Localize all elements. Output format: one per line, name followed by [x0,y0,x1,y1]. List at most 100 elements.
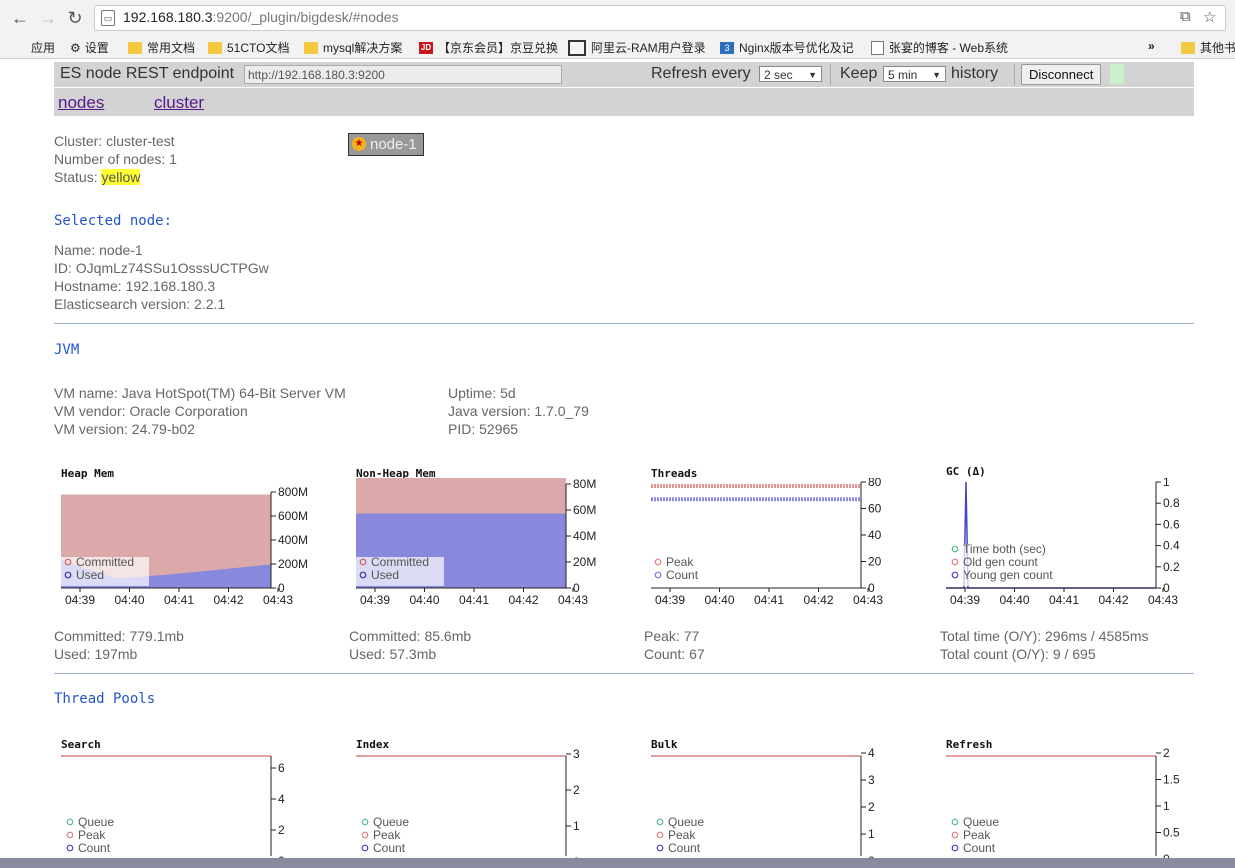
heap-used: Used: 197mb [54,646,138,662]
y-tick-label: 0.8 [1163,496,1180,510]
y-tick-label: 3 [868,773,875,787]
legend-marker [64,571,72,579]
y-tick-label: 2 [278,823,285,837]
legend-label: Queue [78,815,114,829]
star-icon[interactable]: ☆ [1203,9,1217,26]
y-tick-label: 0.2 [1163,560,1180,574]
cluster-node-count: Number of nodes: 1 [54,151,177,167]
selected-node-heading: Selected node: [54,213,173,229]
bookmarks-bar: 应用 ⚙ 设置 常用文档 51CTO文档 mysql解决方案 JD 【京东会员】京豆… [0,36,1235,59]
chevron-down-icon: ▼ [808,70,817,80]
folder-icon [208,41,222,54]
endpoint-label: ES node REST endpoint [60,65,235,82]
vm-name: VM name: Java HotSpot(TM) 64-Bit Server … [54,385,346,401]
back-icon[interactable]: ← [11,8,29,28]
legend-label: Peak [78,828,106,842]
pid: PID: 52965 [448,421,519,437]
y-tick-label: 0 [573,855,580,858]
folder-icon [1181,41,1195,54]
bookmark-settings[interactable]: ⚙ 设置 [70,40,109,56]
folder-icon [304,41,318,54]
y-tick-label: 1 [573,819,580,833]
y-tick-label: 60M [573,503,596,517]
legend-label: Count [668,841,701,855]
legend-label: Peak [666,555,694,569]
x-tick-label: 04:42 [508,593,538,607]
y-tick-label: 0.6 [1163,517,1180,531]
y-tick-label: 0 [278,854,285,858]
folder-icon [128,41,142,54]
keep-select[interactable]: 5 min ▼ [883,66,946,82]
legend-marker [654,571,662,579]
y-tick-label: 0 [278,581,285,595]
more-bookmarks-icon[interactable]: » [1148,39,1155,53]
x-tick-label: 04:41 [754,593,784,607]
nav-nodes-link[interactable]: nodes [58,93,105,112]
y-tick-label: 20 [868,555,882,569]
legend-label: Peak [668,828,696,842]
bookmark-apps[interactable]: 应用 [12,39,55,56]
disconnect-button[interactable]: Disconnect [1021,64,1102,85]
thread-pools-heading: Thread Pools [54,691,156,707]
legend-box [63,817,123,858]
x-tick-label: 04:42 [1098,593,1128,607]
bookmark-folder[interactable]: 常用文档 [128,39,195,56]
y-tick-label: 0 [868,854,875,858]
horizontal-scrollbar[interactable] [0,858,1235,868]
bookmark-blog[interactable]: 张宴的博客 - Web系统 [871,39,1008,56]
endpoint-input[interactable] [244,65,562,84]
gc-chart: 1 0.8 0.6 0.4 0.2 0 04:39 04:40 04:41 04:42 04:43 T… [946,478,1180,607]
y-tick-label: 0.4 [1163,539,1180,553]
x-tick-label: 04:42 [213,593,243,607]
legend-label: Count [78,841,111,855]
chart-title: Bulk [651,738,678,751]
bookmark-aliyun[interactable]: 阿里云-RAM用户登录 [568,39,706,56]
y-tick-label: 0 [1163,581,1170,595]
url-text: 192.168.180.3:9200/_plugin/bigdesk/#node… [123,9,399,25]
legend-label: Queue [668,815,704,829]
legend-marker [951,558,959,566]
refresh-select[interactable]: 2 sec ▼ [759,66,822,82]
chart-title: Index [356,738,390,751]
y-tick-label: 6 [278,761,285,775]
bookmark-jd[interactable]: JD 【京东会员】京豆兑换 [419,41,559,55]
y-tick-label: 1 [868,827,875,841]
legend-box [358,817,418,858]
x-tick-label: 04:43 [1148,593,1178,607]
y-tick-label: 1.5 [1163,773,1180,787]
x-tick-label: 04:40 [409,593,439,607]
separator [1014,64,1015,85]
y-tick-label: 4 [868,748,875,760]
x-tick-label: 04:40 [704,593,734,607]
node-name: Name: node-1 [54,242,143,258]
translate-icon[interactable]: ⧉ [1180,8,1191,25]
bookmark-folder[interactable]: mysql解决方案 [304,39,402,56]
nav-cluster-link[interactable]: cluster [154,93,205,112]
forward-icon[interactable]: → [39,8,57,28]
bookmark-folder[interactable]: 51CTO文档 [208,39,289,56]
node-button[interactable]: ★ node-1 [348,133,424,156]
legend-label: Young gen count [963,568,1053,582]
y-tick-label: 1 [1163,478,1170,489]
legend-label: Peak [373,828,401,842]
node-id: ID: OJqmLz74SSu1OsssUCTPGw [54,260,269,276]
legend-marker [656,831,664,839]
chevron-down-icon: ▼ [932,70,941,80]
legend-marker [66,831,74,839]
legend-label: Time both (sec) [963,542,1046,556]
legend-marker [359,571,367,579]
reload-icon[interactable]: ↻ [67,8,83,28]
legend-marker [66,844,74,852]
legend-label: Count [373,841,406,855]
bookmark-nginx[interactable]: 3 Nginx版本号优化及记 [720,39,856,56]
address-bar[interactable]: ▭ 192.168.180.3:9200/_plugin/bigdesk/#no… [94,5,1226,31]
threads-count: Count: 67 [644,646,705,662]
y-tick-label: 0 [868,581,875,595]
master-node-icon: ★ [352,137,366,151]
cluster-name: Cluster: cluster-test [54,133,175,149]
y-tick-label: 3 [573,748,580,761]
bookmark-other[interactable]: 其他书 [1181,39,1235,56]
